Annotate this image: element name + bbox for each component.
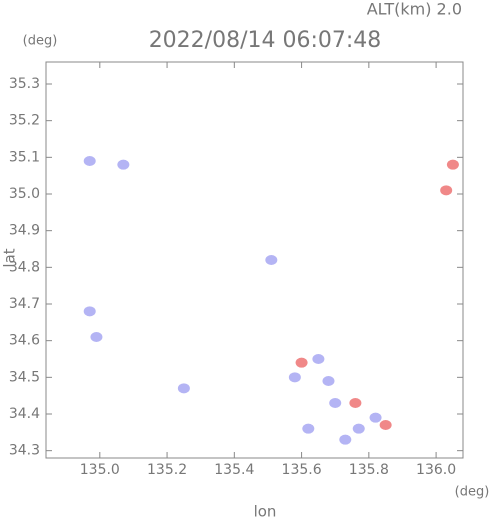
x-tick-label: 136.0 — [416, 462, 456, 478]
x-unit: (deg) — [455, 485, 490, 500]
y-axis-label: lat — [1, 248, 19, 267]
x-tick-label: 135.4 — [214, 462, 254, 478]
x-axis-label: lon — [254, 503, 277, 521]
y-tick-label: 34.8 — [9, 259, 40, 275]
echo — [177, 383, 190, 394]
echo — [379, 420, 392, 430]
chart-title: 2022/08/14 06:07:48 — [149, 28, 382, 53]
echo — [446, 159, 459, 170]
x-tick-label: 135.8 — [349, 462, 389, 478]
echo — [322, 376, 335, 386]
y-tick-label: 35.2 — [9, 113, 40, 129]
echo — [302, 423, 315, 434]
y-tick-label: 34.6 — [9, 333, 40, 349]
echo — [312, 354, 325, 364]
y-tick-label: 35.0 — [9, 186, 40, 202]
echo — [83, 156, 96, 166]
echo — [83, 306, 96, 317]
echo — [349, 398, 362, 408]
echo — [90, 332, 103, 342]
echo — [440, 185, 453, 196]
echo — [369, 412, 382, 423]
echo — [117, 159, 130, 170]
y-tick-label: 35.3 — [9, 76, 40, 92]
altitude-label: ALT(km) 2.0 — [367, 0, 462, 19]
y-tick-label: 34.4 — [9, 406, 40, 422]
y-tick-label: 34.3 — [9, 443, 40, 459]
echo — [265, 255, 278, 265]
y-unit: (deg) — [23, 34, 58, 49]
x-tick-label: 135.0 — [80, 462, 120, 478]
echo — [339, 434, 352, 445]
y-tick-label: 35.1 — [9, 149, 40, 165]
echo — [329, 398, 342, 408]
y-tick-label: 34.7 — [9, 296, 40, 312]
x-tick-label: 135.2 — [147, 462, 187, 478]
echo — [295, 357, 308, 368]
plot-frame — [45, 61, 464, 459]
echo — [352, 423, 365, 434]
x-tick-label: 135.6 — [282, 462, 322, 478]
y-tick-label: 34.5 — [9, 369, 40, 385]
echo — [288, 372, 301, 383]
y-tick-label: 34.9 — [9, 223, 40, 239]
